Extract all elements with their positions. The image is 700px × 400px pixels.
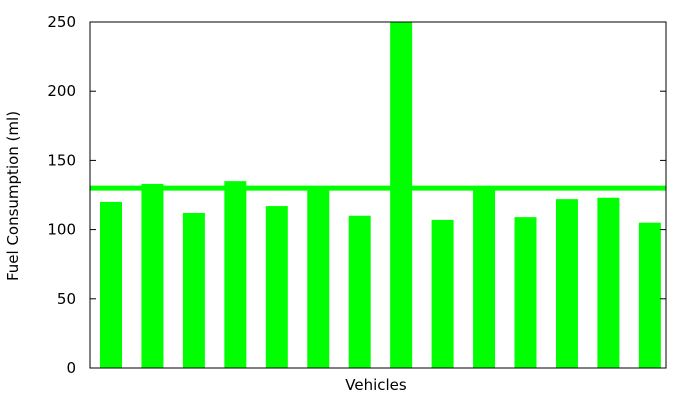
y-tick-label: 250 (47, 13, 76, 31)
bar-6 (307, 188, 330, 368)
bar-7 (348, 215, 371, 368)
bar-11 (514, 217, 537, 368)
bar-13 (597, 197, 620, 368)
y-tick-label: 50 (57, 290, 76, 308)
bar-10 (473, 188, 496, 368)
bar-5 (265, 206, 288, 368)
y-tick-label: 0 (66, 359, 76, 377)
bar-2 (141, 183, 164, 368)
bar-8 (390, 22, 413, 368)
bar-1 (100, 201, 122, 368)
bar-14 (638, 222, 661, 368)
x-axis-label: Vehicles (345, 376, 407, 394)
bar-12 (555, 199, 578, 368)
y-tick-label: 200 (47, 82, 76, 100)
plot-frame (89, 21, 667, 369)
bar-9 (431, 219, 454, 368)
y-axis-ticks: 0 50 100 150 200 250 (47, 13, 666, 377)
y-axis-label: Fuel Consumption (ml) (4, 111, 22, 281)
bar-3 (182, 212, 205, 368)
bars-group (100, 22, 661, 368)
y-tick-label: 150 (47, 151, 76, 169)
bar-4 (224, 181, 247, 368)
y-tick-label: 100 (47, 221, 76, 239)
